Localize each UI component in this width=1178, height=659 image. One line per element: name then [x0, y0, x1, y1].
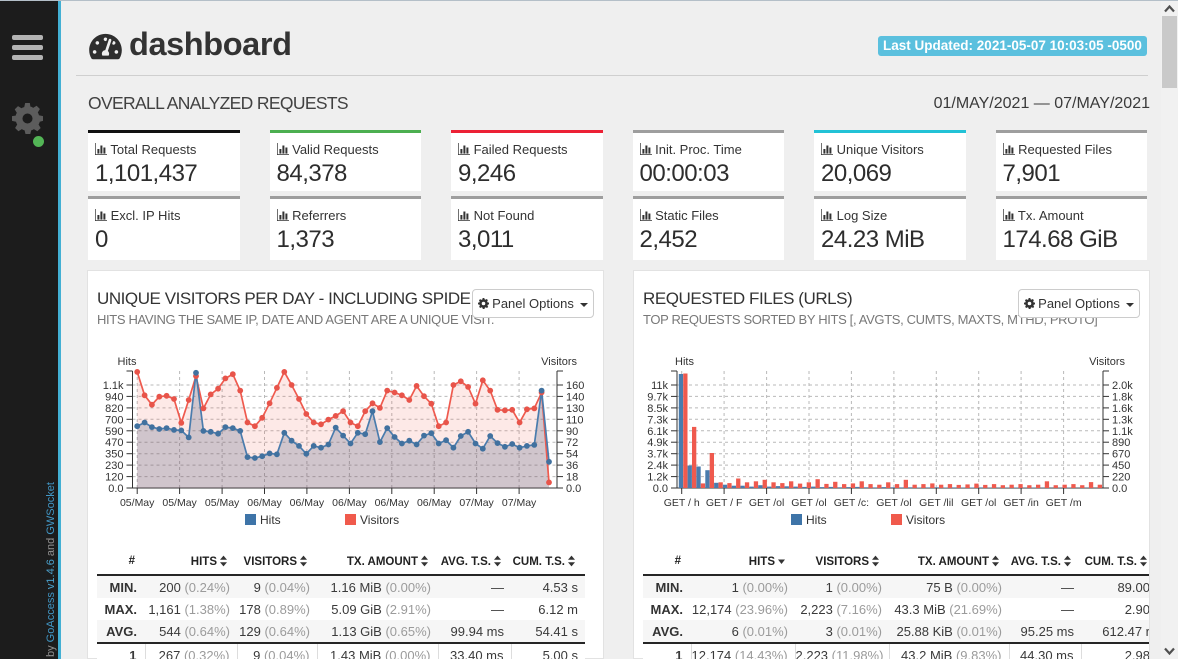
svg-text:1.2k: 1.2k: [647, 472, 668, 484]
svg-text:90: 90: [566, 426, 578, 438]
svg-text:GET /lil: GET /lil: [919, 497, 953, 509]
svg-text:06/May: 06/May: [332, 497, 367, 509]
svg-text:0.0: 0.0: [1112, 483, 1127, 495]
svg-text:0.0: 0.0: [566, 483, 581, 495]
svg-text:GET /ol: GET /ol: [791, 497, 826, 509]
svg-text:160: 160: [566, 380, 584, 392]
svg-text:1.6k: 1.6k: [1112, 403, 1133, 415]
svg-text:130: 130: [566, 403, 584, 415]
svg-text:120: 120: [105, 472, 123, 484]
svg-text:18: 18: [566, 472, 578, 484]
svg-text:06/May: 06/May: [375, 497, 410, 509]
svg-text:05/May: 05/May: [162, 497, 197, 509]
svg-text:1.8k: 1.8k: [1112, 391, 1133, 403]
svg-text:07/May: 07/May: [502, 497, 537, 509]
svg-text:07/May: 07/May: [459, 497, 494, 509]
svg-text:470: 470: [105, 437, 123, 449]
svg-text:2.4k: 2.4k: [647, 460, 668, 472]
svg-text:350: 350: [105, 449, 123, 461]
svg-text:230: 230: [105, 460, 123, 472]
svg-text:72: 72: [566, 437, 578, 449]
svg-text:GET /ol: GET /ol: [876, 497, 911, 509]
svg-text:220: 220: [1112, 472, 1130, 484]
svg-text:Visitors: Visitors: [541, 356, 577, 368]
svg-text:06/May: 06/May: [290, 497, 325, 509]
svg-text:590: 590: [105, 426, 123, 438]
svg-text:4.9k: 4.9k: [647, 437, 668, 449]
svg-text:820: 820: [105, 403, 123, 415]
svg-text:6.1k: 6.1k: [647, 426, 668, 438]
svg-text:GET /m: GET /m: [1046, 497, 1082, 509]
svg-text:Hits: Hits: [675, 356, 694, 368]
svg-text:05/May: 05/May: [120, 497, 155, 509]
svg-text:140: 140: [566, 391, 584, 403]
svg-text:940: 940: [105, 391, 123, 403]
svg-text:GET /ol: GET /ol: [749, 497, 784, 509]
svg-text:GET / F: GET / F: [706, 497, 743, 509]
svg-text:3.7k: 3.7k: [647, 449, 668, 461]
svg-text:36: 36: [566, 460, 578, 472]
svg-text:GET /in: GET /in: [1003, 497, 1039, 509]
svg-text:GET / h: GET / h: [664, 497, 700, 509]
svg-text:1.1k: 1.1k: [103, 380, 124, 392]
svg-text:8.5k: 8.5k: [647, 403, 668, 415]
svg-text:06/May: 06/May: [417, 497, 452, 509]
svg-text:670: 670: [1112, 449, 1130, 461]
svg-text:7.3k: 7.3k: [647, 414, 668, 426]
svg-text:890: 890: [1112, 437, 1130, 449]
svg-text:Visitors: Visitors: [1089, 356, 1125, 368]
svg-text:450: 450: [1112, 460, 1130, 472]
svg-text:0.0: 0.0: [653, 483, 668, 495]
svg-text:1.1k: 1.1k: [1112, 426, 1133, 438]
svg-text:9.7k: 9.7k: [647, 391, 668, 403]
svg-text:GET /c:: GET /c:: [834, 497, 869, 509]
svg-text:06/May: 06/May: [247, 497, 282, 509]
svg-text:05/May: 05/May: [205, 497, 240, 509]
svg-text:11k: 11k: [651, 380, 668, 392]
svg-text:700: 700: [105, 414, 123, 426]
svg-text:0.0: 0.0: [108, 483, 123, 495]
svg-text:110: 110: [566, 414, 584, 426]
svg-text:54: 54: [566, 449, 578, 461]
svg-text:Hits: Hits: [118, 356, 137, 368]
svg-text:GET /ol: GET /ol: [961, 497, 996, 509]
svg-text:1.3k: 1.3k: [1112, 414, 1133, 426]
svg-text:2.0k: 2.0k: [1112, 380, 1133, 392]
